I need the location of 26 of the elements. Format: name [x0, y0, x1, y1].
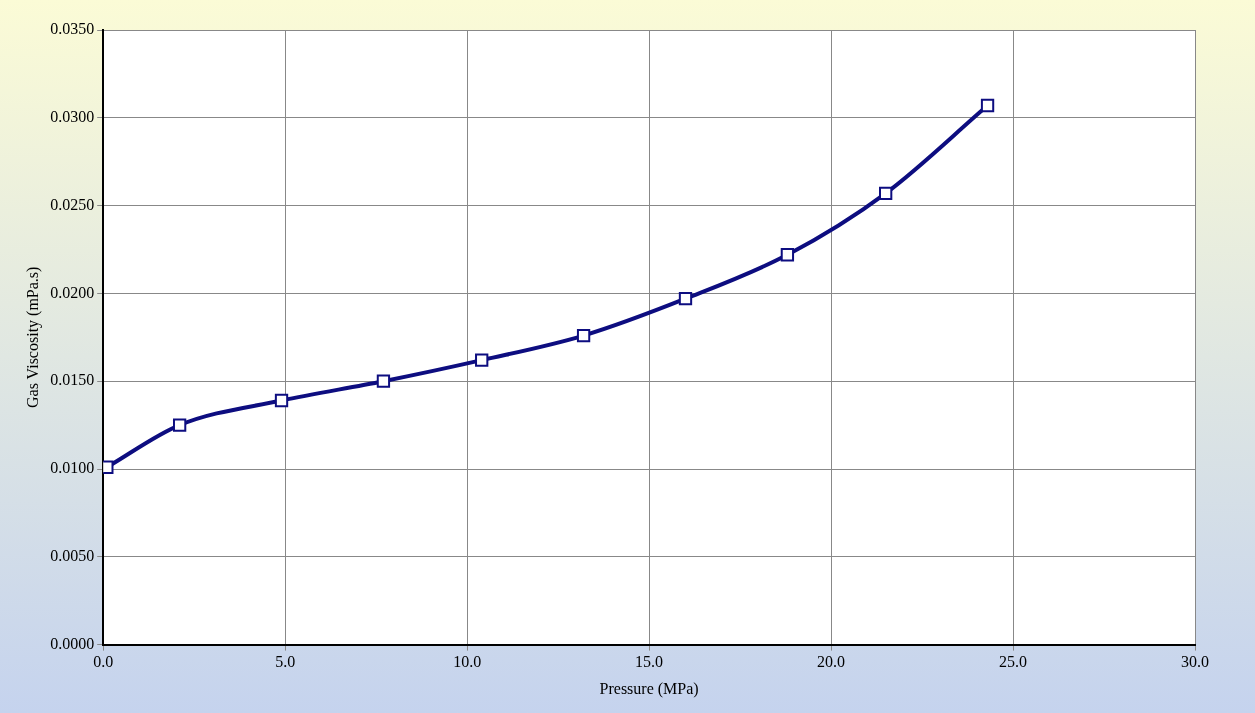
x-axis-title: Pressure (MPa) [599, 679, 699, 698]
y-tick-label: 0.0100 [50, 459, 95, 477]
x-tick-label: 10.0 [453, 653, 482, 671]
x-tick-label: 15.0 [635, 653, 664, 671]
y-tick-label: 0.0200 [50, 283, 95, 301]
y-tick-label: 0.0250 [50, 195, 95, 213]
x-tick-label: 20.0 [817, 653, 846, 671]
y-tick-label: 0.0350 [50, 20, 95, 38]
point [780, 248, 795, 262]
x-tick-label: 25.0 [999, 653, 1028, 671]
point [376, 374, 391, 388]
x-tick-label: 0.0 [93, 653, 114, 671]
y-tick-label: 0.0000 [50, 634, 95, 652]
point [475, 353, 489, 367]
y-tick-label: 0.0050 [50, 547, 95, 564]
point [980, 98, 995, 113]
point [879, 186, 893, 200]
point [274, 393, 289, 408]
point [576, 328, 591, 343]
point [678, 292, 693, 306]
point [172, 418, 187, 432]
x-tick-label: 5.0 [275, 653, 296, 671]
y-tick-label: 0.0150 [50, 371, 95, 389]
x-tick-label: 30.0 [1181, 653, 1209, 671]
y-axis-title: Gas Viscosity (mPa.s) [23, 266, 42, 408]
y-tick-label: 0.0300 [50, 108, 95, 125]
